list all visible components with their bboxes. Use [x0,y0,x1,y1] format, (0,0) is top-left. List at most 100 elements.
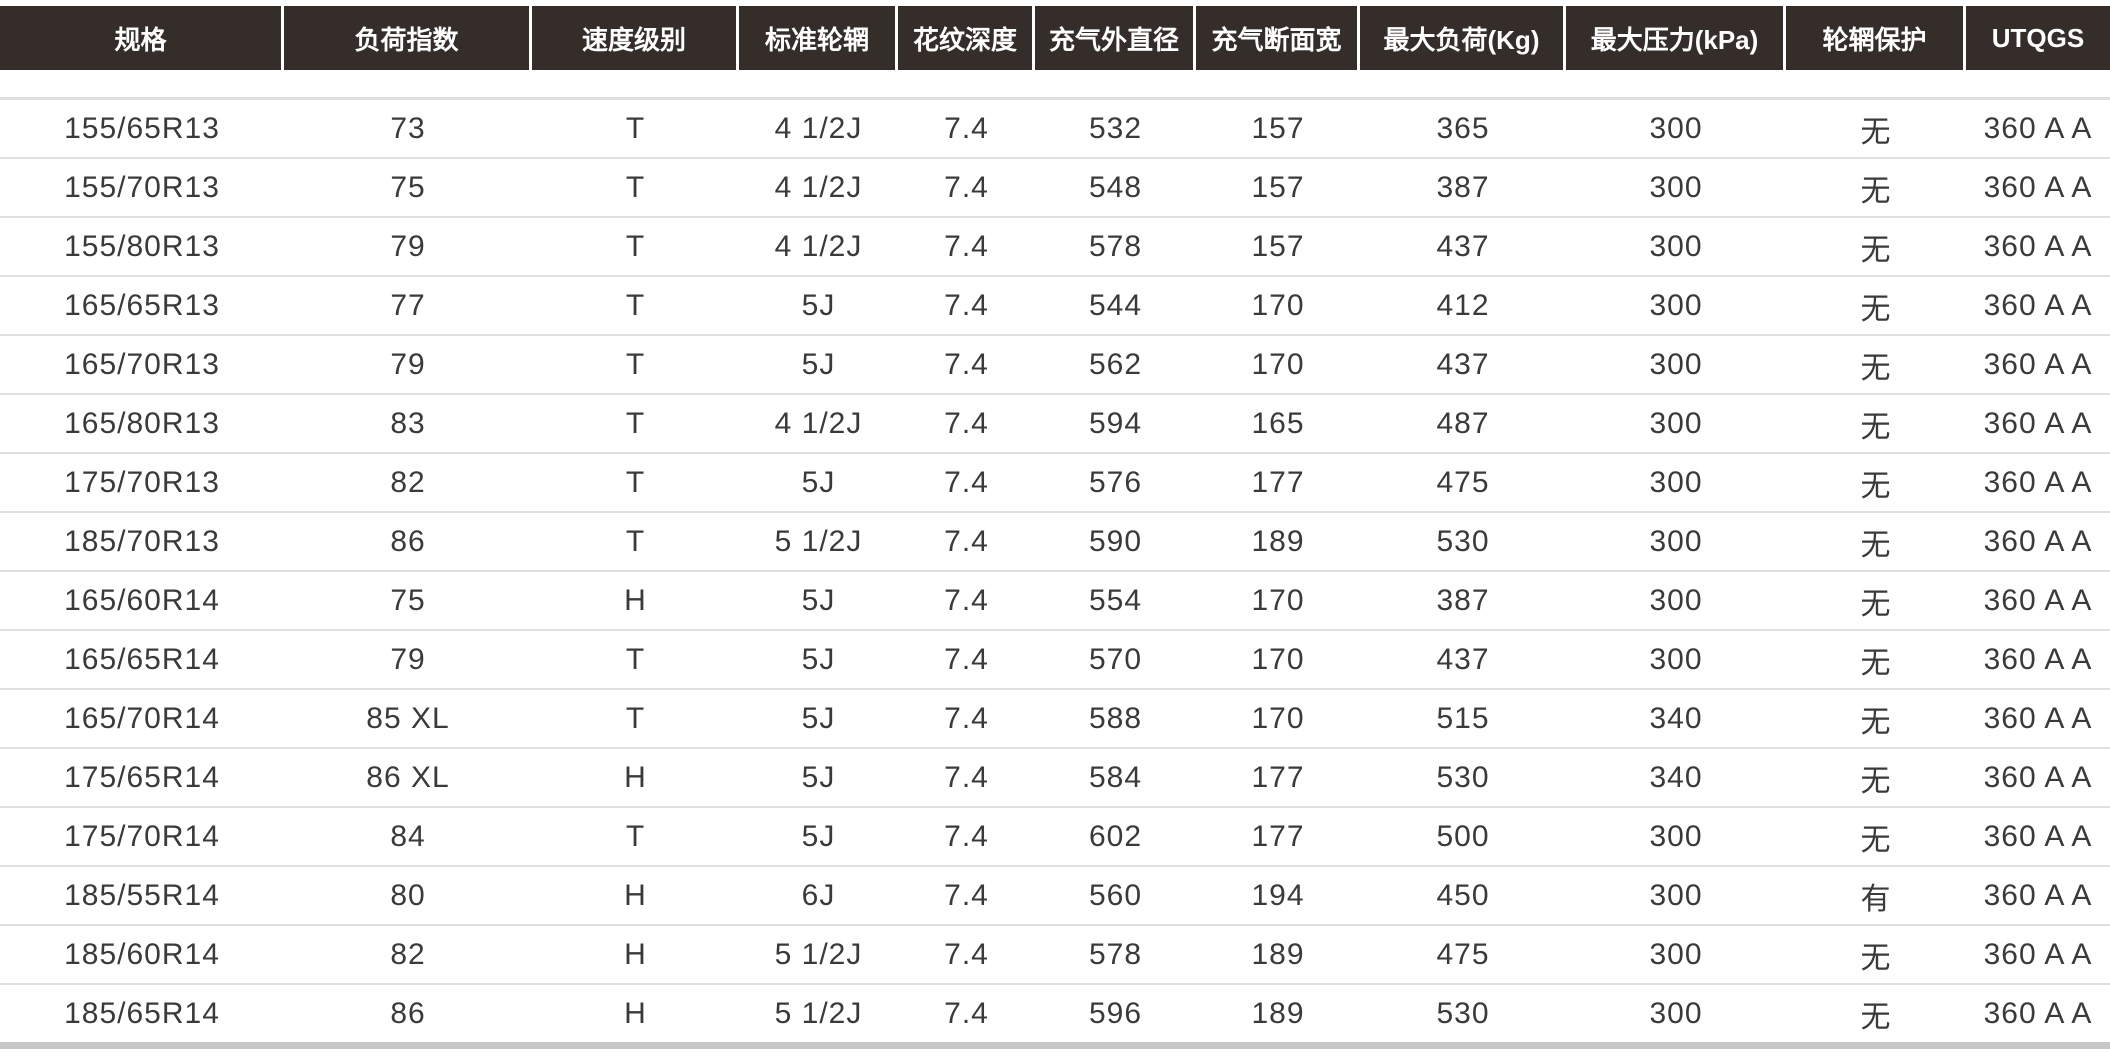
cell-utqgs: 360 A A [1966,159,2110,218]
cell-spec: 155/65R13 [0,100,284,159]
cell-max-pressure: 300 [1566,100,1786,159]
cell-speed-rating: T [532,336,739,395]
column-header-spec: 规格 [0,6,284,70]
cell-standard-rim: 5J [739,749,898,808]
table-row: 175/70R14 84 T 5J 7.4 602 177 500 300 无 360 A A [0,808,2110,867]
cell-max-load: 365 [1360,100,1566,159]
cell-max-load: 437 [1360,336,1566,395]
cell-speed-rating: T [532,395,739,454]
column-header-max-load: 最大负荷(Kg) [1360,6,1566,70]
cell-speed-rating: T [532,159,739,218]
cell-spec: 165/60R14 [0,572,284,631]
cell-max-pressure: 340 [1566,690,1786,749]
cell-max-pressure: 300 [1566,572,1786,631]
cell-rim-protection: 无 [1786,277,1966,336]
cell-load-index: 86 [284,985,532,1049]
cell-section-width: 170 [1196,277,1360,336]
cell-utqgs: 360 A A [1966,690,2110,749]
cell-standard-rim: 6J [739,867,898,926]
cell-rim-protection: 有 [1786,867,1966,926]
table-row: 165/60R14 75 H 5J 7.4 554 170 387 300 无 360 A A [0,572,2110,631]
cell-overall-diameter: 570 [1035,631,1196,690]
cell-load-index: 82 [284,454,532,513]
cell-rim-protection: 无 [1786,100,1966,159]
cell-speed-rating: H [532,867,739,926]
cell-spec: 165/80R13 [0,395,284,454]
cell-max-load: 487 [1360,395,1566,454]
cell-standard-rim: 5 1/2J [739,985,898,1049]
cell-overall-diameter: 578 [1035,218,1196,277]
cell-overall-diameter: 590 [1035,513,1196,572]
tire-spec-table: 规格 负荷指数 速度级别 标准轮辋 花纹深度 充气外直径 充气断面宽 最大负荷(Kg) 最大压力… [0,6,2110,1049]
cell-spec: 155/70R13 [0,159,284,218]
cell-load-index: 79 [284,218,532,277]
table-row: 185/70R13 86 T 5 1/2J 7.4 590 189 530 300 无 360 A … [0,513,2110,572]
cell-section-width: 170 [1196,336,1360,395]
cell-tread-depth: 7.4 [898,926,1035,985]
cell-spec: 185/70R13 [0,513,284,572]
cell-overall-diameter: 562 [1035,336,1196,395]
cell-tread-depth: 7.4 [898,985,1035,1049]
cell-load-index: 83 [284,395,532,454]
cell-utqgs: 360 A A [1966,867,2110,926]
cell-max-load: 387 [1360,159,1566,218]
cell-rim-protection: 无 [1786,926,1966,985]
cell-section-width: 157 [1196,218,1360,277]
cell-speed-rating: T [532,218,739,277]
cell-tread-depth: 7.4 [898,631,1035,690]
cell-standard-rim: 4 1/2J [739,218,898,277]
cell-max-pressure: 300 [1566,867,1786,926]
cell-spec: 185/60R14 [0,926,284,985]
cell-spec: 165/65R13 [0,277,284,336]
cell-load-index: 80 [284,867,532,926]
table-row: 185/65R14 86 H 5 1/2J 7.4 596 189 530 300 无 360 A … [0,985,2110,1049]
cell-max-pressure: 340 [1566,749,1786,808]
cell-speed-rating: H [532,926,739,985]
cell-max-pressure: 300 [1566,277,1786,336]
cell-standard-rim: 5 1/2J [739,513,898,572]
cell-rim-protection: 无 [1786,336,1966,395]
cell-load-index: 85 XL [284,690,532,749]
cell-overall-diameter: 544 [1035,277,1196,336]
cell-tread-depth: 7.4 [898,572,1035,631]
cell-max-pressure: 300 [1566,218,1786,277]
column-header-utqgs: UTQGS [1966,6,2110,70]
cell-standard-rim: 5 1/2J [739,926,898,985]
cell-tread-depth: 7.4 [898,100,1035,159]
cell-standard-rim: 5J [739,277,898,336]
cell-max-pressure: 300 [1566,926,1786,985]
cell-tread-depth: 7.4 [898,513,1035,572]
table-row: 165/65R14 79 T 5J 7.4 570 170 437 300 无 360 A A [0,631,2110,690]
column-header-standard-rim: 标准轮辋 [739,6,898,70]
cell-max-load: 475 [1360,926,1566,985]
column-header-tread-depth: 花纹深度 [898,6,1035,70]
cell-max-pressure: 300 [1566,985,1786,1049]
table-row: 165/70R13 79 T 5J 7.4 562 170 437 300 无 360 A A [0,336,2110,395]
cell-rim-protection: 无 [1786,513,1966,572]
cell-tread-depth: 7.4 [898,867,1035,926]
header-spacer [0,70,2110,100]
cell-max-pressure: 300 [1566,631,1786,690]
column-header-max-pressure: 最大压力(kPa) [1566,6,1786,70]
cell-max-load: 515 [1360,690,1566,749]
cell-standard-rim: 5J [739,572,898,631]
cell-rim-protection: 无 [1786,749,1966,808]
cell-utqgs: 360 A A [1966,985,2110,1049]
cell-utqgs: 360 A A [1966,395,2110,454]
cell-speed-rating: T [532,454,739,513]
cell-speed-rating: T [532,808,739,867]
cell-spec: 165/70R13 [0,336,284,395]
cell-rim-protection: 无 [1786,159,1966,218]
table-row: 175/65R14 86 XL H 5J 7.4 584 177 530 340 无 360 A A [0,749,2110,808]
cell-tread-depth: 7.4 [898,808,1035,867]
table-row: 185/55R14 80 H 6J 7.4 560 194 450 300 有 360 A A [0,867,2110,926]
cell-utqgs: 360 A A [1966,454,2110,513]
cell-load-index: 84 [284,808,532,867]
cell-tread-depth: 7.4 [898,690,1035,749]
cell-max-load: 530 [1360,749,1566,808]
cell-utqgs: 360 A A [1966,749,2110,808]
cell-load-index: 82 [284,926,532,985]
cell-section-width: 189 [1196,513,1360,572]
cell-load-index: 79 [284,336,532,395]
cell-overall-diameter: 532 [1035,100,1196,159]
